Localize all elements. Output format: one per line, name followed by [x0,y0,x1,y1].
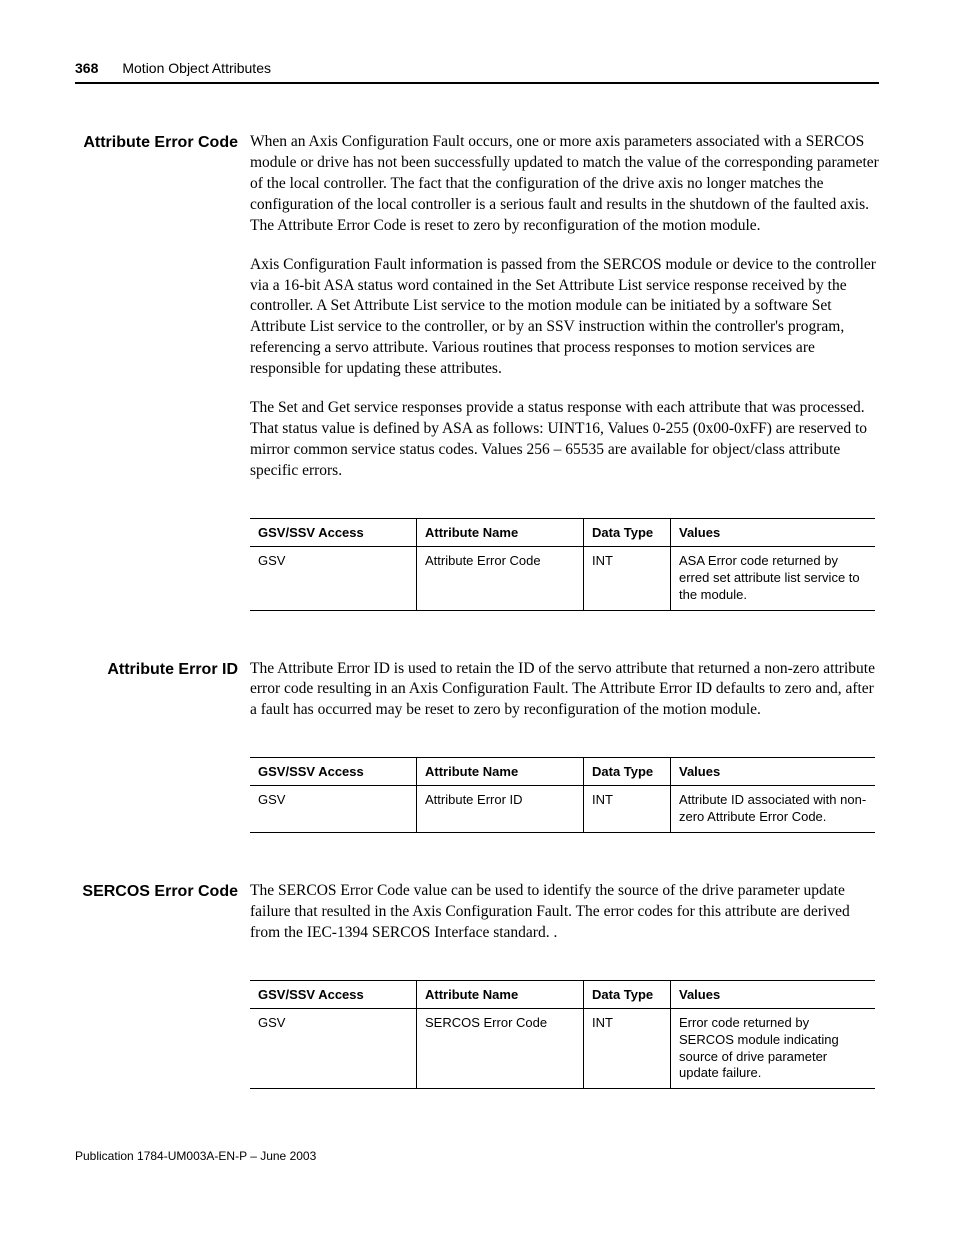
th-type: Data Type [584,758,671,786]
aec-paragraph-3: The Set and Get service responses provid… [250,398,879,482]
th-access: GSV/SSV Access [250,980,417,1008]
td-access: GSV [250,786,417,833]
table-sercos-error-code: GSV/SSV Access Attribute Name Data Type … [250,980,875,1090]
section-attribute-error-code: Attribute Error Code When an Axis Config… [75,132,879,500]
td-name: Attribute Error Code [417,546,584,610]
section-attribute-error-id: Attribute Error ID The Attribute Error I… [75,659,879,740]
heading-sercos-error-code: SERCOS Error Code [75,881,250,901]
aec-paragraph-1: When an Axis Configuration Fault occurs,… [250,132,879,237]
body-attribute-error-code: When an Axis Configuration Fault occurs,… [250,132,879,500]
section-sercos-error-code: SERCOS Error Code The SERCOS Error Code … [75,881,879,962]
page-header: 368 Motion Object Attributes [75,60,879,84]
th-name: Attribute Name [417,980,584,1008]
td-values: ASA Error code returned by erred set att… [671,546,876,610]
th-type: Data Type [584,518,671,546]
aei-paragraph-1: The Attribute Error ID is used to retain… [250,659,879,722]
table-attribute-error-id: GSV/SSV Access Attribute Name Data Type … [250,757,875,833]
th-name: Attribute Name [417,758,584,786]
td-access: GSV [250,546,417,610]
table-header-row: GSV/SSV Access Attribute Name Data Type … [250,518,875,546]
th-values: Values [671,518,876,546]
td-name: SERCOS Error Code [417,1008,584,1089]
table-attribute-error-code: GSV/SSV Access Attribute Name Data Type … [250,518,875,611]
td-values: Attribute ID associated with non-zero At… [671,786,876,833]
table-header-row: GSV/SSV Access Attribute Name Data Type … [250,758,875,786]
page-number: 368 [75,60,98,76]
sec-paragraph-1: The SERCOS Error Code value can be used … [250,881,879,944]
header-title: Motion Object Attributes [122,60,271,76]
th-access: GSV/SSV Access [250,758,417,786]
th-name: Attribute Name [417,518,584,546]
body-attribute-error-id: The Attribute Error ID is used to retain… [250,659,879,740]
table-row: GSV Attribute Error Code INT ASA Error c… [250,546,875,610]
heading-attribute-error-id: Attribute Error ID [75,659,250,679]
td-type: INT [584,546,671,610]
th-values: Values [671,758,876,786]
th-type: Data Type [584,980,671,1008]
page-footer: Publication 1784-UM003A-EN-P – June 2003 [75,1149,879,1163]
td-type: INT [584,786,671,833]
table-row: GSV SERCOS Error Code INT Error code ret… [250,1008,875,1089]
table-header-row: GSV/SSV Access Attribute Name Data Type … [250,980,875,1008]
td-type: INT [584,1008,671,1089]
td-name: Attribute Error ID [417,786,584,833]
th-access: GSV/SSV Access [250,518,417,546]
table-row: GSV Attribute Error ID INT Attribute ID … [250,786,875,833]
td-access: GSV [250,1008,417,1089]
td-values: Error code returned by SERCOS module ind… [671,1008,876,1089]
th-values: Values [671,980,876,1008]
aec-paragraph-2: Axis Configuration Fault information is … [250,255,879,381]
body-sercos-error-code: The SERCOS Error Code value can be used … [250,881,879,962]
heading-attribute-error-code: Attribute Error Code [75,132,250,152]
